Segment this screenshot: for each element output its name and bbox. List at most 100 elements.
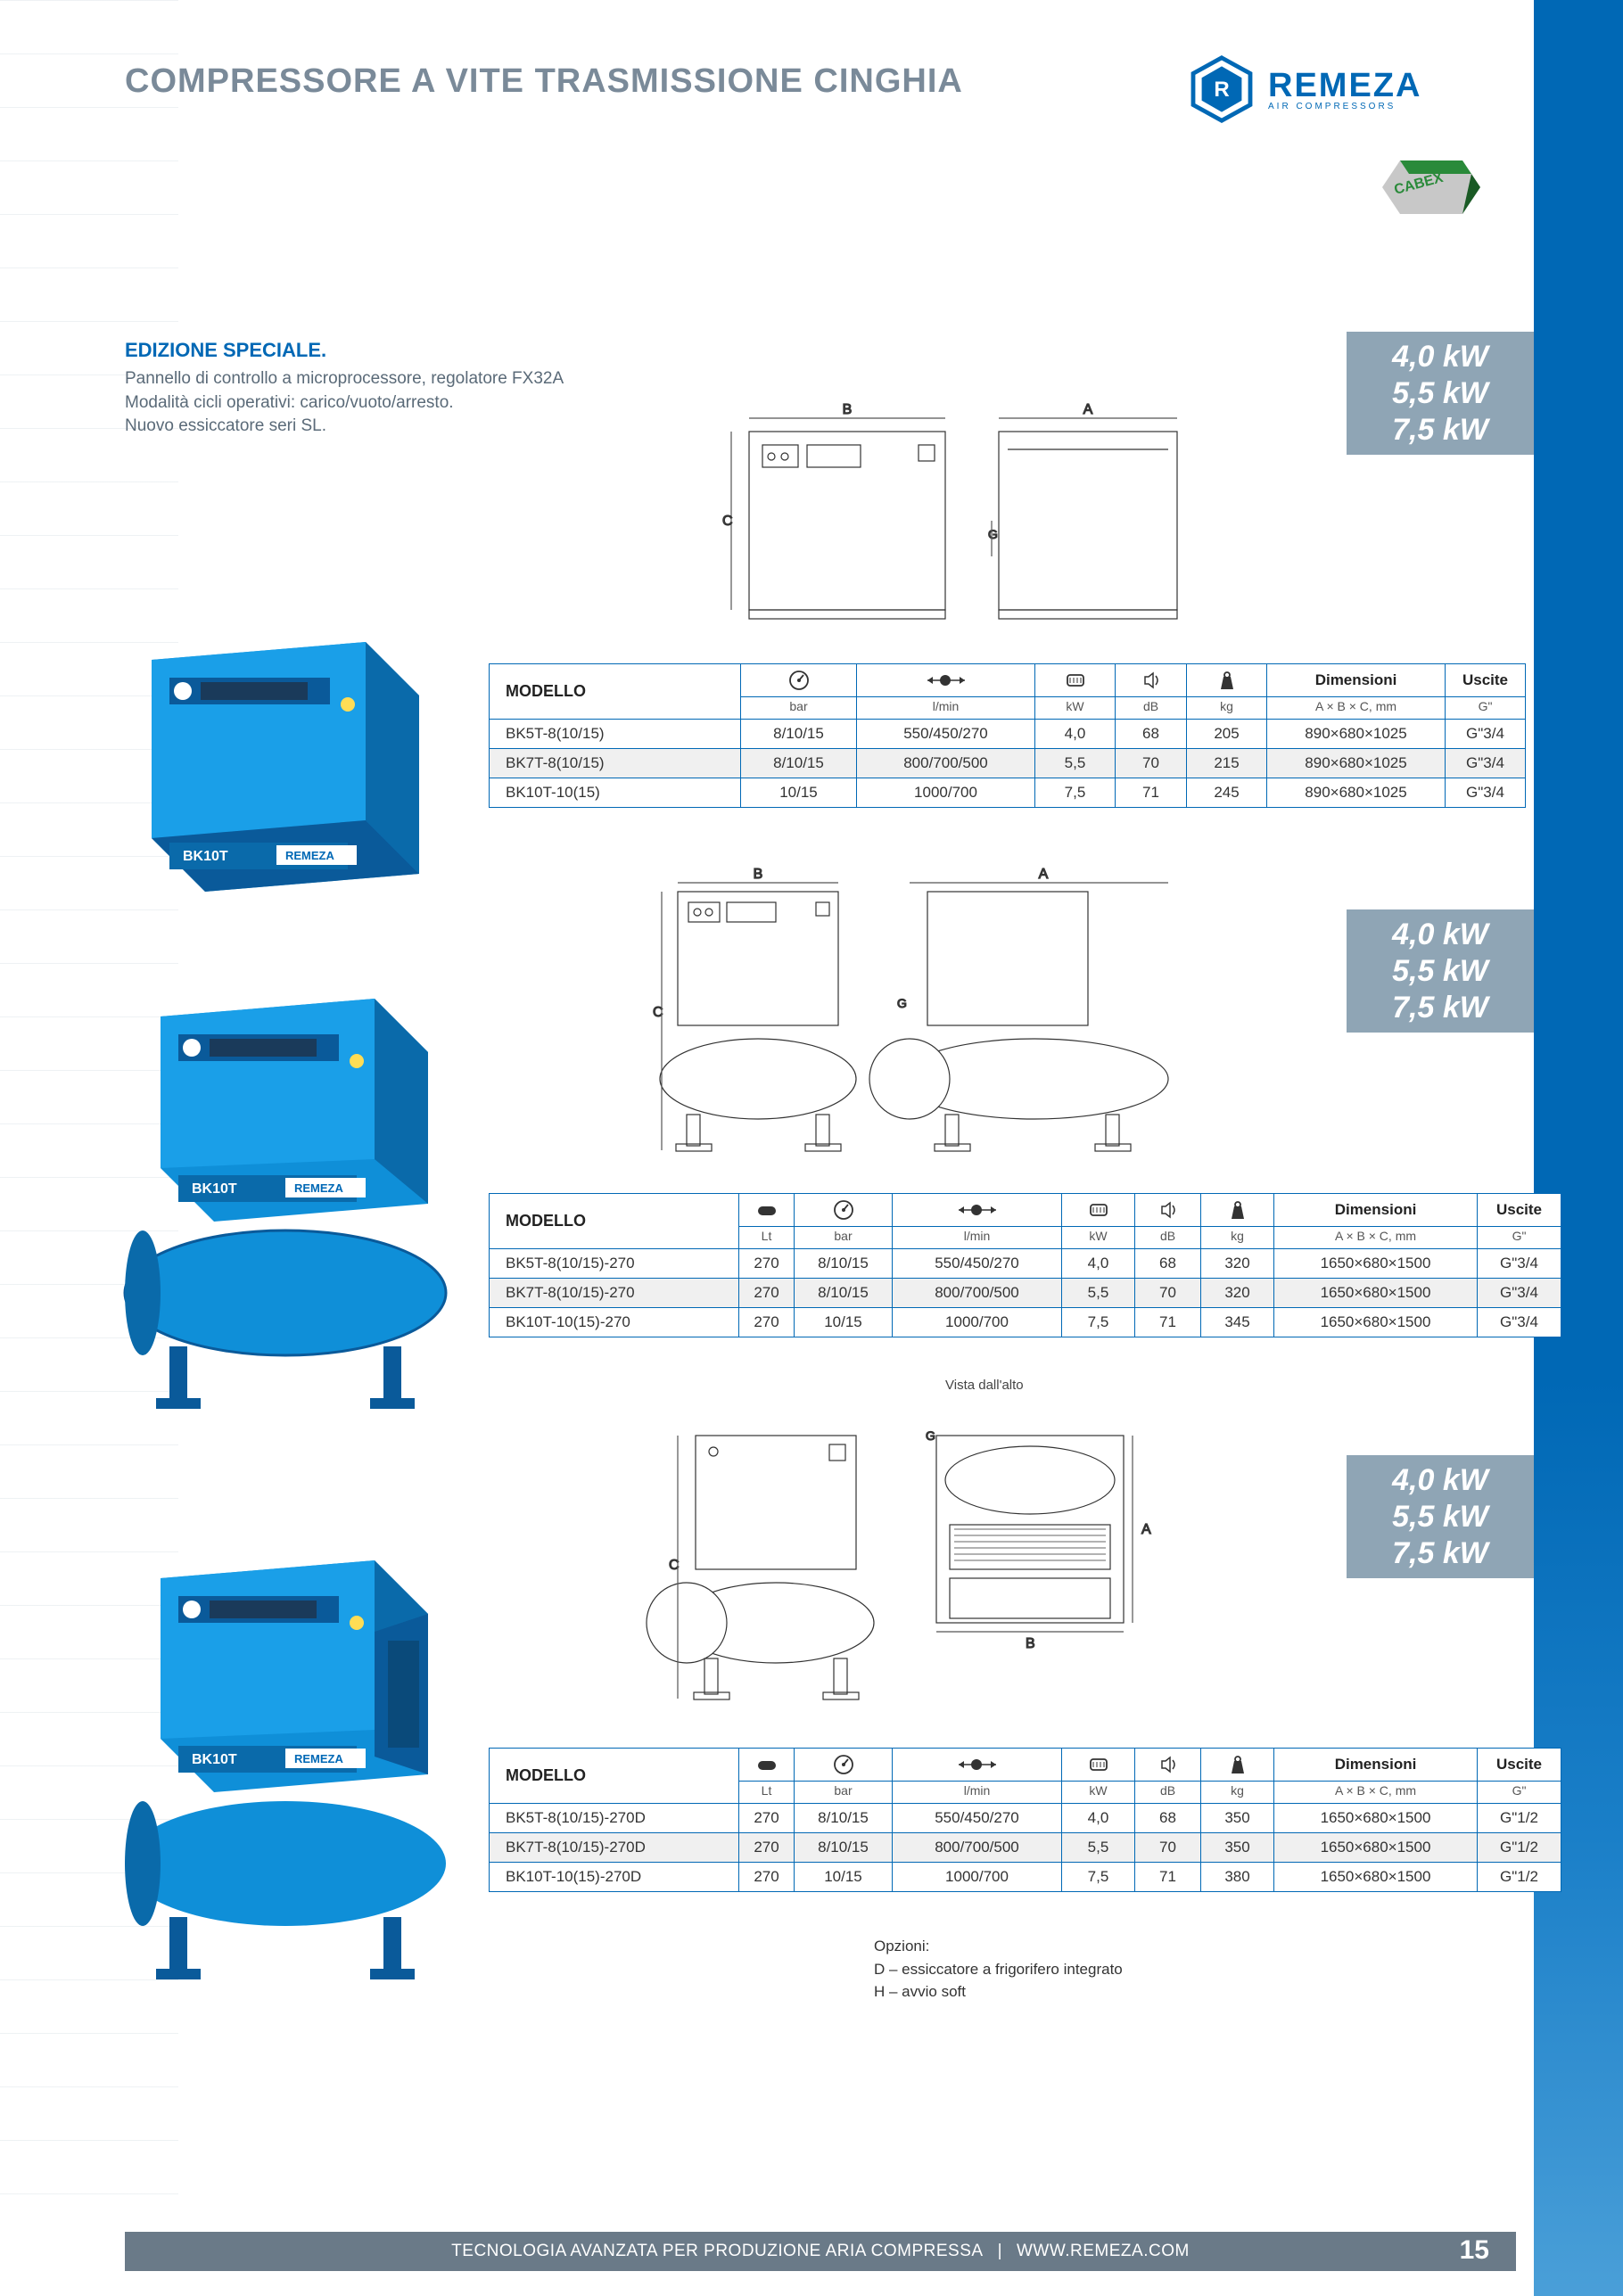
kw-value: 4,0 kW [1347,1462,1534,1499]
svg-text:BK10T: BK10T [192,1752,237,1767]
kw-value: 7,5 kW [1347,412,1534,449]
cell-bar: 10/15 [795,1863,893,1892]
col-kw [1062,1194,1135,1227]
col-flow [893,1749,1062,1782]
cell-db: 70 [1135,1833,1201,1863]
flow-icon [926,670,967,691]
svg-text:REMEZA: REMEZA [294,1181,344,1195]
col-tank [739,1194,795,1227]
options-line: H – avvio soft [874,1980,1123,2004]
options-block: Opzioni: D – essiccatore a frigorifero i… [874,1935,1123,2004]
col-kg [1187,664,1267,697]
cell-lmin: 1000/700 [857,778,1035,808]
cell-dim: 1650×680×1500 [1274,1833,1478,1863]
unit-kg: kg [1187,697,1267,720]
cell-lmin: 800/700/500 [893,1279,1062,1308]
product-image-2: BK10T REMEZA [89,981,490,1431]
cell-out: G"1/2 [1478,1863,1561,1892]
tank-icon [754,1199,780,1221]
intro-heading: EDIZIONE SPECIALE. [125,339,749,362]
kw-value: 5,5 kW [1347,953,1534,990]
logo-hex-icon: R [1186,53,1257,125]
svg-text:REMEZA: REMEZA [294,1752,344,1765]
col-dim: Dimensioni [1274,1194,1478,1227]
unit-dim: A × B × C, mm [1267,697,1446,720]
schematic-1: B C A G [713,378,1213,646]
kw-value: 4,0 kW [1347,339,1534,375]
kw-block: 4,0 kW5,5 kW7,5 kW [1347,909,1534,1033]
svg-text:G: G [926,1428,935,1443]
gauge-icon [830,1754,857,1775]
col-dim: Dimensioni [1267,664,1446,697]
intro-line: Nuovo essiccatore seri SL. [125,415,749,439]
kw-value: 7,5 kW [1347,1535,1534,1572]
cell-kw: 7,5 [1035,778,1116,808]
cell-kw: 7,5 [1062,1308,1135,1337]
cell-bar: 8/10/15 [795,1249,893,1279]
col-db [1116,664,1187,697]
tank-icon [754,1754,780,1775]
cell-lmin: 1000/700 [893,1863,1062,1892]
cell-model: BK5T-8(10/15)-270 [490,1249,739,1279]
noise-icon [1155,1199,1182,1221]
cell-bar: 10/15 [741,778,857,808]
cell-tank: 270 [739,1279,795,1308]
cell-db: 71 [1116,778,1187,808]
col-dim: Dimensioni [1274,1749,1478,1782]
col-model: MODELLO [490,664,741,720]
kw-value: 4,0 kW [1347,917,1534,953]
svg-text:G: G [988,527,998,541]
svg-text:B: B [754,867,763,882]
cell-dim: 1650×680×1500 [1274,1863,1478,1892]
cell-kg: 350 [1201,1804,1274,1833]
table-row: BK10T-10(15)-27027010/151000/7007,571345… [490,1308,1561,1337]
cell-out: G"3/4 [1446,720,1526,749]
cell-tank: 270 [739,1249,795,1279]
cell-dim: 1650×680×1500 [1274,1249,1478,1279]
cell-out: G"3/4 [1446,749,1526,778]
cell-model: BK10T-10(15)-270 [490,1308,739,1337]
kw-value: 5,5 kW [1347,375,1534,412]
right-sidebar [1534,0,1623,2296]
cell-kg: 350 [1201,1833,1274,1863]
spec-table: MODELLODimensioniUsciteLtbarl/minkWdBkgA… [489,1193,1561,1337]
svg-text:C: C [722,514,733,529]
cell-model: BK5T-8(10/15) [490,720,741,749]
cell-bar: 8/10/15 [795,1279,893,1308]
cell-dim: 1650×680×1500 [1274,1279,1478,1308]
brand-name: REMEZA [1268,67,1421,105]
cell-model: BK10T-10(15)-270D [490,1863,739,1892]
unit-tank: Lt [739,1782,795,1804]
cell-out: G"3/4 [1478,1249,1561,1279]
unit-dim: A × B × C, mm [1274,1227,1478,1249]
col-bar [795,1749,893,1782]
motor-icon [1062,670,1089,691]
svg-text:A: A [1039,867,1049,882]
svg-text:BK10T: BK10T [192,1181,237,1197]
cell-kg: 380 [1201,1863,1274,1892]
cell-out: G"1/2 [1478,1804,1561,1833]
unit-tank: Lt [739,1227,795,1249]
header: COMPRESSORE A VITE TRASMISSIONE CINGHIA [125,62,963,101]
cell-kw: 4,0 [1035,720,1116,749]
svg-text:REMEZA: REMEZA [285,849,335,862]
flow-icon [957,1754,998,1775]
svg-text:BK10T: BK10T [183,849,228,864]
page-title: COMPRESSORE A VITE TRASMISSIONE CINGHIA [125,62,963,101]
unit-out: G" [1446,697,1526,720]
cell-kg: 320 [1201,1279,1274,1308]
cell-dim: 890×680×1025 [1267,778,1446,808]
spec-table: MODELLODimensioniUscitebarl/minkWdBkgA ×… [489,663,1526,808]
cell-kw: 5,5 [1062,1833,1135,1863]
noise-icon [1155,1754,1182,1775]
vista-label: Vista dall'alto [945,1378,1024,1393]
cell-dim: 890×680×1025 [1267,720,1446,749]
col-db [1135,1749,1201,1782]
intro-line: Pannello di controllo a microprocessore,… [125,367,749,391]
motor-icon [1085,1199,1112,1221]
unit-kw: kW [1035,697,1116,720]
cell-kg: 320 [1201,1249,1274,1279]
cell-tank: 270 [739,1863,795,1892]
cell-bar: 10/15 [795,1308,893,1337]
cell-bar: 8/10/15 [741,720,857,749]
